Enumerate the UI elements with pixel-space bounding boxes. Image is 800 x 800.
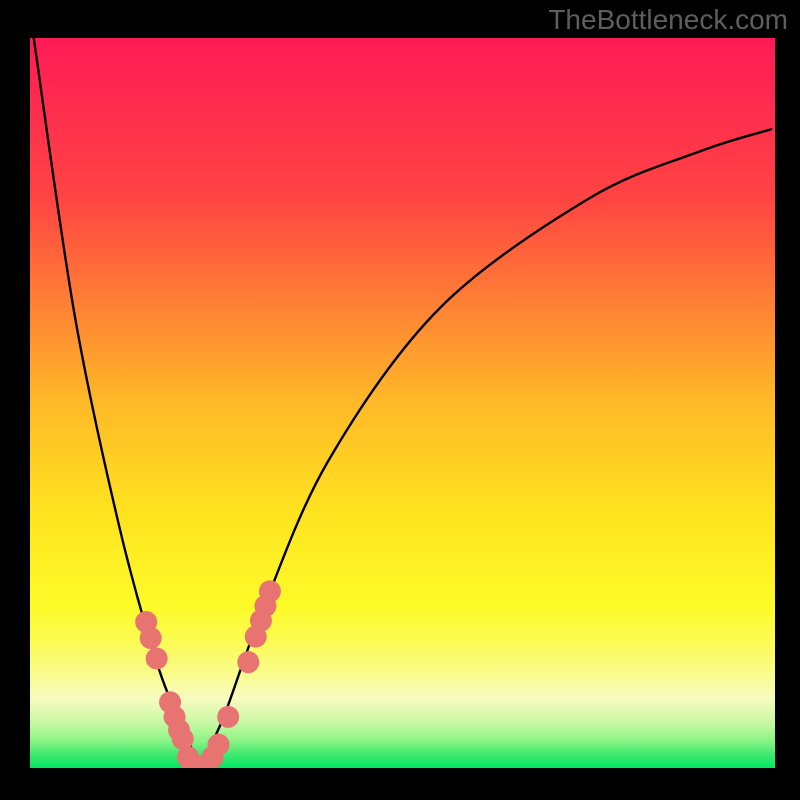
data-marker — [140, 627, 162, 649]
chart-svg — [0, 0, 800, 800]
plot-background — [30, 38, 775, 768]
watermark-text: TheBottleneck.com — [548, 4, 788, 36]
data-marker — [217, 706, 239, 728]
chart-root: TheBottleneck.com — [0, 0, 800, 800]
data-marker — [207, 734, 229, 756]
data-marker — [259, 580, 281, 602]
data-marker — [146, 648, 168, 670]
data-marker — [237, 651, 259, 673]
